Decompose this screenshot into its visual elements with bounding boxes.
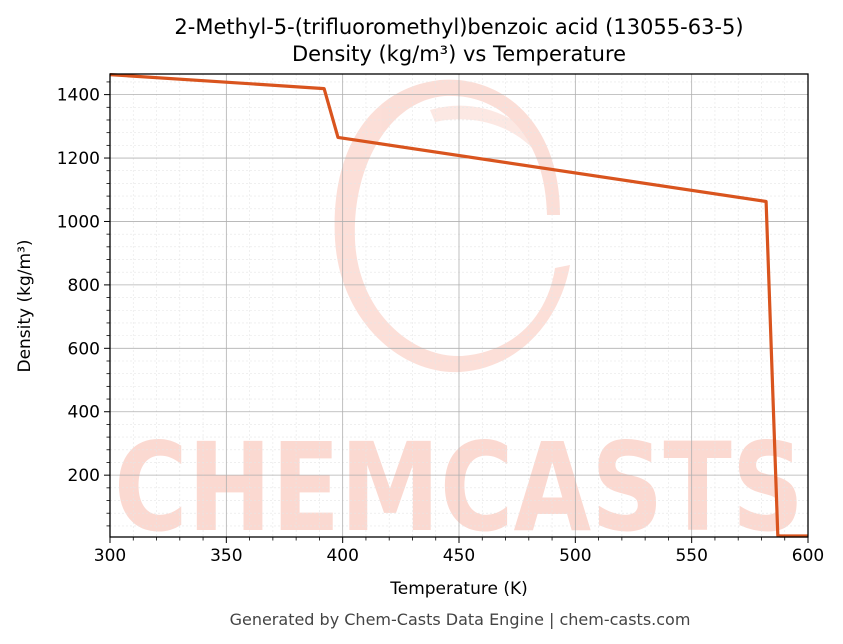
density-series-line <box>109 73 808 538</box>
x-axis-label: Temperature (K) <box>389 579 528 599</box>
x-tick-label: 350 <box>210 546 242 566</box>
y-axis-label: Density (kg/m³) <box>15 239 35 372</box>
y-tick-label: 1000 <box>57 212 100 232</box>
y-tick-label: 200 <box>68 466 100 486</box>
x-tick-label: 400 <box>326 546 358 566</box>
y-tick-label: 800 <box>68 276 100 296</box>
x-tick-label: 450 <box>443 546 475 566</box>
x-tick-label: 300 <box>94 546 126 566</box>
y-tick-label: 1200 <box>57 149 100 169</box>
footer-credit: Generated by Chem-Casts Data Engine | ch… <box>230 610 691 629</box>
x-tick-label: 500 <box>559 546 591 566</box>
y-tick-label: 1400 <box>57 86 100 106</box>
chart-subtitle: Density (kg/m³) vs Temperature <box>292 42 626 66</box>
axis-ticks: 300 350 400 450 500 550 600 200 400 600 800 1000 120… <box>57 81 824 566</box>
x-tick-label: 550 <box>675 546 707 566</box>
x-tick-label: 600 <box>792 546 824 566</box>
chart-title: 2-Methyl-5-(trifluoromethyl)benzoic acid… <box>174 15 743 39</box>
y-tick-label: 600 <box>68 339 100 359</box>
watermark-logo <box>334 79 570 373</box>
y-tick-label: 400 <box>68 403 100 423</box>
series-layer <box>109 73 808 538</box>
